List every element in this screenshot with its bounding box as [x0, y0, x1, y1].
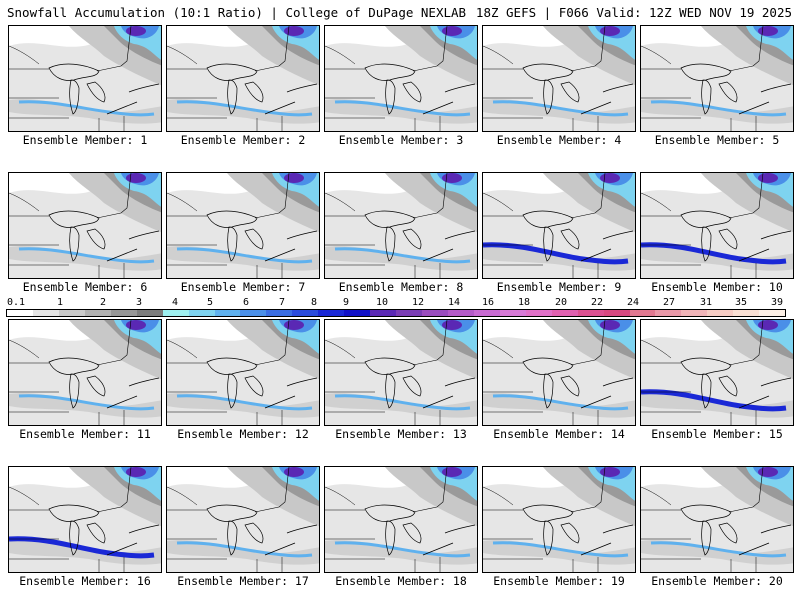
legend-tick-label: 10: [375, 297, 389, 308]
ensemble-member-map: [324, 466, 478, 573]
ensemble-member-map: [324, 25, 478, 132]
legend-tick-label: 12: [411, 297, 425, 308]
ensemble-member-label: Ensemble Member: 20: [651, 574, 783, 588]
ensemble-member-label: Ensemble Member: 1: [22, 133, 148, 147]
legend-color-swatch: [629, 310, 656, 316]
ensemble-member-label: Ensemble Member: 19: [493, 574, 625, 588]
legend-tick-label: 14: [447, 297, 461, 308]
legend-tick-label: 31: [699, 297, 713, 308]
ensemble-member-map: [324, 172, 478, 279]
ensemble-member-label: Ensemble Member: 6: [22, 280, 148, 294]
ensemble-member-map: [166, 319, 320, 426]
legend-tick-label: 20: [554, 297, 568, 308]
ensemble-member-label: Ensemble Member: 13: [335, 427, 467, 441]
ensemble-member-label: Ensemble Member: 12: [177, 427, 309, 441]
legend-color-swatch: [447, 310, 474, 316]
legend-color-swatch: [188, 310, 215, 316]
legend-tick-label: 24: [626, 297, 640, 308]
legend-color-swatch: [84, 310, 111, 316]
legend-tick-label: 5: [206, 297, 214, 308]
legend-color-swatch: [110, 310, 137, 316]
legend-tick-label: 0.1: [6, 297, 26, 308]
ensemble-member-label: Ensemble Member: 2: [180, 133, 306, 147]
legend-tick-label: 35: [734, 297, 748, 308]
legend-tick-label: 1: [56, 297, 64, 308]
legend-color-swatch: [603, 310, 630, 316]
legend-color-swatch: [707, 310, 734, 316]
ensemble-member-map: [482, 466, 636, 573]
legend-color-swatch: [214, 310, 241, 316]
ensemble-member-label: Ensemble Member: 15: [651, 427, 783, 441]
legend-tick-label: 7: [278, 297, 286, 308]
legend-color-swatch: [499, 310, 526, 316]
ensemble-member-label: Ensemble Member: 9: [496, 280, 622, 294]
ensemble-member-label: Ensemble Member: 16: [19, 574, 151, 588]
legend-color-swatch: [240, 310, 267, 316]
legend-color-swatch: [266, 310, 293, 316]
ensemble-member-map: [166, 25, 320, 132]
ensemble-member-label: Ensemble Member: 3: [338, 133, 464, 147]
legend-color-swatch: [733, 310, 760, 316]
legend-color-swatch: [473, 310, 500, 316]
ensemble-member-map: [482, 172, 636, 279]
legend-tick-label: 16: [481, 297, 495, 308]
ensemble-member-map: [482, 25, 636, 132]
legend-color-swatch: [551, 310, 578, 316]
ensemble-member-map: [8, 466, 162, 573]
legend-tick-label: 6: [242, 297, 250, 308]
ensemble-member-map: [640, 172, 794, 279]
legend-color-swatch: [422, 310, 448, 316]
legend-tick-label: 22: [590, 297, 604, 308]
legend-tick-label: 9: [342, 297, 350, 308]
ensemble-member-map: [166, 466, 320, 573]
legend-color-swatch: [344, 310, 371, 316]
ensemble-member-map: [8, 319, 162, 426]
ensemble-member-map: [482, 319, 636, 426]
ensemble-member-label: Ensemble Member: 4: [496, 133, 622, 147]
legend-color-swatch: [32, 310, 59, 316]
legend-color-swatch: [162, 310, 189, 316]
ensemble-member-label: Ensemble Member: 14: [493, 427, 625, 441]
page-title: Snowfall Accumulation (10:1 Ratio) | Col…: [7, 5, 467, 20]
ensemble-member-map: [640, 466, 794, 573]
legend-tick-label: 18: [517, 297, 531, 308]
ensemble-member-map: [166, 172, 320, 279]
legend-color-swatch: [136, 310, 163, 316]
ensemble-member-label: Ensemble Member: 10: [651, 280, 783, 294]
legend-tick-labels: 0.1 1 2 3 4 5 6 7 8 9 10 12 14 16 18 20 22 24 27 31 35 39: [6, 297, 786, 309]
legend-tick-label: 2: [99, 297, 107, 308]
legend-color-swatch: [759, 310, 786, 316]
ensemble-member-map: [8, 172, 162, 279]
legend-color-swatch: [396, 310, 422, 316]
ensemble-member-label: Ensemble Member: 8: [338, 280, 464, 294]
legend-color-swatch: [292, 310, 319, 316]
legend-color-swatch: [525, 310, 552, 316]
ensemble-member-label: Ensemble Member: 17: [177, 574, 309, 588]
ensemble-member-label: Ensemble Member: 18: [335, 574, 467, 588]
legend-tick-label: 27: [662, 297, 676, 308]
run-valid-time: 18Z GEFS | F066 Valid: 12Z WED NOV 19 20…: [475, 5, 792, 20]
legend-color-swatch: [577, 310, 604, 316]
legend-color-swatch: [655, 310, 682, 316]
ensemble-member-label: Ensemble Member: 5: [654, 133, 780, 147]
ensemble-member-label: Ensemble Member: 11: [19, 427, 151, 441]
legend-tick-label: 8: [310, 297, 318, 308]
legend-tick-label: 3: [135, 297, 143, 308]
legend-tick-label: 4: [171, 297, 179, 308]
ensemble-member-map: [640, 319, 794, 426]
ensemble-member-map: [324, 319, 478, 426]
color-scale-legend: [6, 309, 786, 317]
ensemble-member-map: [8, 25, 162, 132]
legend-color-swatch: [318, 310, 345, 316]
legend-tick-label: 39: [770, 297, 784, 308]
ensemble-member-map: [640, 25, 794, 132]
legend-color-swatch: [58, 310, 85, 316]
legend-color-swatch: [681, 310, 708, 316]
ensemble-member-label: Ensemble Member: 7: [180, 280, 306, 294]
legend-color-swatch: [370, 310, 397, 316]
legend-color-swatch: [7, 310, 33, 316]
